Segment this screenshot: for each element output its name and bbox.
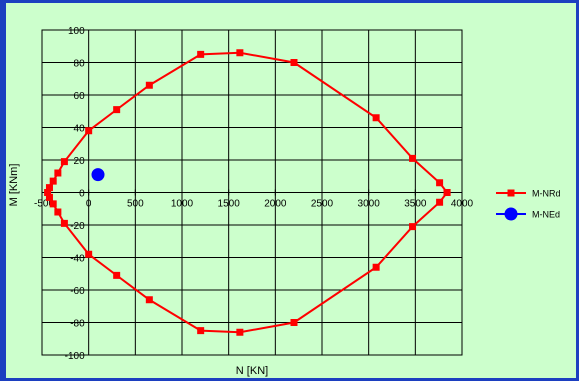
data-point — [60, 158, 68, 166]
x-axis-title: N [KN] — [236, 365, 268, 377]
data-point — [409, 154, 417, 162]
data-point — [113, 106, 121, 114]
x-tick-label: 3000 — [358, 199, 381, 210]
y-tick-label: 100 — [68, 26, 85, 37]
data-point — [145, 296, 153, 304]
x-tick-label: 3500 — [404, 199, 427, 210]
y-tick-label: 0 — [79, 189, 85, 200]
y-tick-label: -100 — [65, 351, 85, 362]
x-tick-label: -500 — [34, 199, 54, 210]
data-point — [409, 223, 417, 231]
x-tick-label: 500 — [127, 199, 144, 210]
y-tick-label: -40 — [70, 254, 85, 265]
legend-marker — [504, 207, 518, 221]
data-point — [60, 219, 68, 227]
data-point — [197, 327, 205, 335]
data-point — [290, 319, 298, 326]
legend-label: M-NEd — [532, 210, 560, 220]
data-point — [443, 189, 451, 196]
data-point — [85, 127, 93, 135]
data-point — [44, 189, 52, 196]
data-point — [49, 177, 57, 185]
legend-label: M-NRd — [532, 189, 561, 199]
data-point — [436, 198, 444, 206]
y-tick-label: -80 — [70, 319, 85, 330]
x-tick-label: 1500 — [218, 199, 241, 210]
chart-svg: -500 0 500 1000 1500 2000 2500 3000 3500 4000 -10… — [8, 26, 561, 377]
y-axis-title: M [KNm] — [8, 164, 20, 207]
grid-lines — [41, 29, 463, 356]
series-layer — [44, 49, 451, 336]
y-axis-ticks: -100 -80 -60 -40 -20 0 20 40 60 80 100 — [65, 26, 85, 362]
data-point — [290, 59, 298, 66]
chart-frame: -500 0 500 1000 1500 2000 2500 3000 3500 4000 -10… — [6, 3, 576, 378]
data-point — [145, 81, 153, 89]
legend-marker — [507, 189, 515, 197]
x-tick-label: 2500 — [311, 199, 334, 210]
x-tick-label: 0 — [86, 199, 92, 210]
y-tick-label: -20 — [70, 221, 85, 232]
y-tick-label: -60 — [70, 286, 85, 297]
x-tick-label: 4000 — [451, 199, 474, 210]
data-point — [436, 179, 444, 187]
y-tick-label: 80 — [74, 59, 86, 70]
data-point — [91, 168, 105, 182]
y-tick-label: 40 — [74, 124, 86, 135]
data-point — [372, 263, 380, 271]
data-point — [236, 49, 244, 57]
x-axis-ticks: -500 0 500 1000 1500 2000 2500 3000 3500 4000 — [34, 199, 474, 210]
data-point — [372, 114, 380, 122]
data-point — [197, 50, 205, 58]
legend: M-NRd M-NEd — [496, 189, 561, 221]
data-point — [45, 184, 53, 192]
x-tick-label: 2000 — [264, 199, 287, 210]
data-point — [49, 200, 57, 208]
y-tick-label: 20 — [74, 156, 86, 167]
data-point — [85, 250, 93, 258]
x-tick-label: 1000 — [171, 199, 194, 210]
data-point — [45, 193, 53, 201]
data-point — [113, 271, 121, 279]
data-point — [236, 328, 244, 336]
data-point — [54, 208, 62, 216]
data-point — [54, 169, 62, 177]
y-tick-label: 60 — [74, 91, 86, 102]
